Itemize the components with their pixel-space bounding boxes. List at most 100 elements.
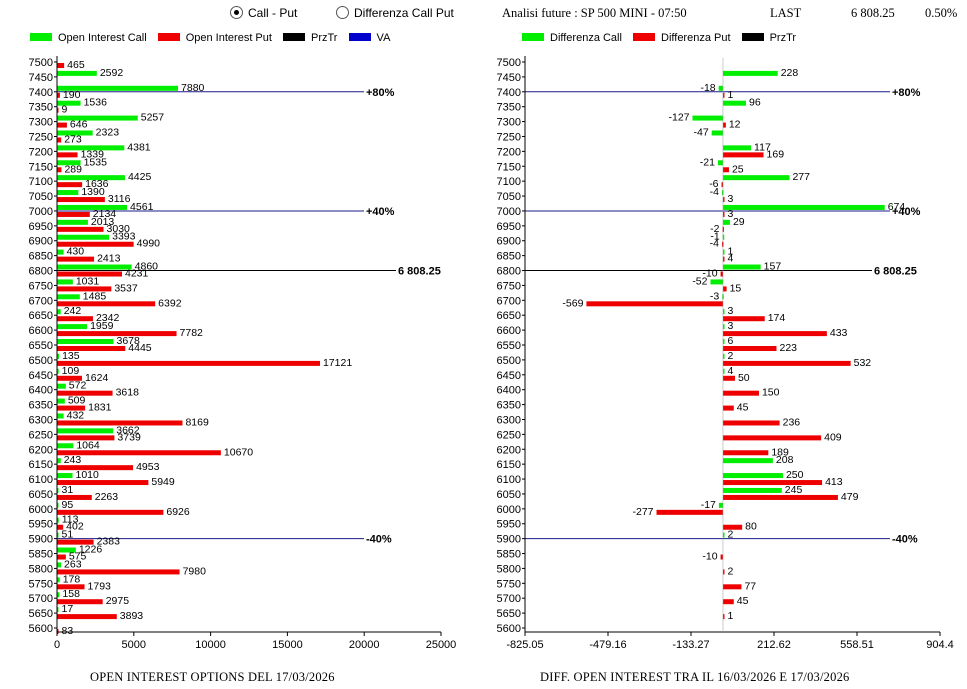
legend-label: PrzTr	[769, 32, 797, 44]
bar-call	[57, 219, 88, 225]
y-tick-label: 6350	[497, 400, 521, 412]
data-label: 6926	[166, 506, 190, 518]
data-label: 45	[737, 595, 749, 607]
bar-call	[57, 190, 79, 196]
bar-put	[722, 346, 777, 351]
data-label: 95	[62, 499, 74, 511]
bar-call	[722, 145, 752, 151]
bar-put	[722, 211, 725, 217]
bar-put	[720, 271, 723, 277]
reference-label: 6 808.25	[398, 266, 441, 278]
y-tick-label: 7300	[29, 117, 53, 129]
y-tick-label: 6900	[29, 236, 53, 248]
bar-put	[57, 346, 126, 351]
bar-put	[722, 494, 838, 500]
last-label: LAST	[770, 6, 802, 20]
radio-unselected-icon[interactable]	[336, 6, 349, 19]
radio-selected-icon[interactable]	[230, 6, 243, 19]
y-tick-label: 6100	[497, 474, 521, 486]
bar-put	[57, 584, 85, 590]
data-label: 4	[727, 365, 733, 377]
bar-put	[722, 226, 724, 232]
radio-call-put[interactable]: Call - Put	[230, 6, 297, 24]
bar-put	[722, 435, 822, 441]
y-tick-label: 7050	[29, 191, 53, 203]
y-tick-label: 6600	[497, 325, 521, 337]
bar-put	[722, 614, 725, 620]
y-tick-label: 5850	[29, 549, 53, 561]
y-tick-label: 6750	[497, 280, 521, 292]
y-tick-label: 7250	[497, 131, 521, 143]
data-label: 83	[62, 625, 74, 637]
bar-call	[718, 502, 723, 508]
data-label: -277	[632, 506, 653, 518]
bar-put	[57, 301, 156, 307]
legend-item: VA	[348, 32, 390, 44]
data-label: 646	[70, 119, 88, 131]
bar-put	[721, 182, 724, 188]
y-tick-label: 5800	[497, 563, 521, 575]
bar-call	[57, 294, 80, 300]
data-label: 572	[69, 380, 87, 392]
data-label: 1485	[83, 290, 107, 302]
legend-swatch-call	[30, 33, 52, 41]
bar-put	[586, 301, 723, 307]
data-label: 4860	[135, 261, 159, 273]
bar-put	[722, 375, 735, 381]
reference-label: +80%	[366, 87, 395, 99]
bar-call	[57, 368, 59, 374]
page-title: Analisi future : SP 500 MINI - 07:50	[502, 6, 687, 20]
y-tick-label: 6200	[29, 444, 53, 456]
data-label: 277	[792, 171, 810, 183]
bar-call	[722, 204, 885, 210]
bar-call	[722, 70, 778, 76]
bar-call	[57, 517, 59, 523]
legend-item: Differenza Call	[522, 32, 622, 44]
bar-put	[57, 435, 115, 441]
reference-label: -40%	[892, 534, 918, 546]
data-label: -1	[710, 231, 719, 243]
data-label: 1339	[81, 148, 105, 160]
data-label: 17121	[323, 357, 352, 369]
data-label: 242	[64, 305, 82, 317]
legend-label: PrzTr	[311, 32, 338, 44]
bar-call	[57, 234, 110, 240]
bar-put	[722, 584, 742, 590]
y-tick-label: 7100	[29, 176, 53, 188]
bar-call	[57, 428, 114, 434]
data-label: -4	[710, 186, 719, 198]
data-label: 433	[830, 327, 848, 339]
bar-call	[57, 592, 60, 598]
data-label: 208	[776, 454, 794, 466]
bar-call	[722, 264, 761, 270]
data-label: 169	[767, 148, 785, 160]
x-tick-label: 558.51	[840, 639, 874, 651]
data-label: 273	[64, 133, 82, 145]
last-value: 6 808.25	[851, 6, 895, 20]
data-label: 1031	[76, 275, 100, 287]
bar-call	[722, 339, 725, 344]
bar-put	[57, 331, 177, 337]
data-label: 3893	[120, 610, 144, 622]
data-label: 3662	[116, 424, 140, 436]
bar-call	[57, 279, 73, 285]
bar-call	[722, 353, 725, 359]
bar-put	[722, 480, 823, 486]
y-tick-label: 5800	[29, 563, 53, 575]
radio-differenza[interactable]: Differenza Call Put	[336, 6, 454, 24]
bar-call	[57, 607, 59, 613]
data-label: -127	[668, 112, 689, 124]
y-tick-label: 7350	[497, 102, 521, 114]
bar-put	[57, 614, 117, 620]
data-label: -6	[709, 178, 718, 190]
y-tick-label: 6550	[29, 340, 53, 352]
y-tick-label: 7150	[29, 161, 53, 173]
bar-put	[57, 211, 90, 217]
y-tick-label: 6050	[497, 489, 521, 501]
bar-call	[722, 175, 790, 181]
y-tick-label: 6000	[497, 504, 521, 516]
left-chart-footer: OPEN INTEREST OPTIONS DEL 17/03/2026	[90, 670, 335, 684]
bar-call	[711, 130, 723, 136]
data-label: 430	[67, 246, 85, 258]
y-tick-label: 6200	[497, 444, 521, 456]
